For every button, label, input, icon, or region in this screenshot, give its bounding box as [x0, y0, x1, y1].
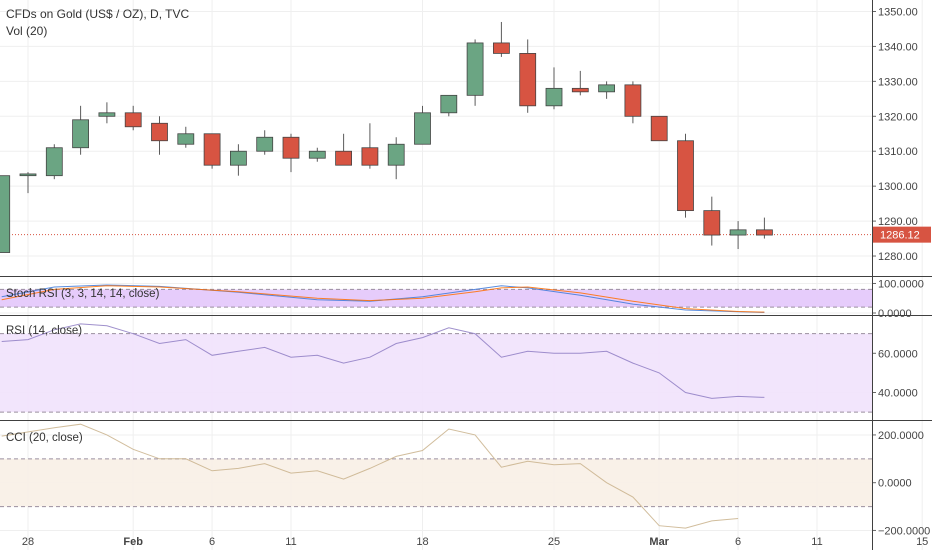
y-tick-label: 40.0000: [878, 388, 918, 400]
stoch-rsi-label: Stoch RSI (3, 3, 14, 14, close): [6, 288, 160, 300]
rsi-label: RSI (14, close): [6, 325, 82, 337]
candle-down: [361, 147, 379, 166]
candle-up: [72, 119, 89, 149]
candle-down: [624, 84, 642, 117]
candle-down: [335, 150, 353, 166]
candle-up: [45, 147, 63, 177]
y-tick-label: 1350.00: [878, 6, 918, 18]
x-tick-label: 25: [548, 536, 560, 548]
volume-label: Vol (20): [6, 24, 47, 38]
indicator-lines-layer: [0, 234, 872, 529]
candle-up: [414, 112, 431, 145]
indicator-line: [1, 323, 765, 399]
candle-down: [124, 112, 142, 128]
y-tick-label: 100.0000: [878, 278, 924, 290]
y-tick-label: 1300.00: [878, 181, 918, 193]
candle-up: [98, 112, 116, 117]
x-tick-label: 28: [22, 536, 34, 548]
y-tick-label: 0.0000: [878, 308, 912, 320]
candle-up: [308, 150, 326, 159]
x-tick-label: 6: [209, 536, 215, 548]
indicator-band: [0, 289, 872, 308]
candle-down: [203, 133, 221, 166]
candle-up: [466, 42, 484, 96]
x-tick-label: 6: [735, 536, 741, 548]
candle-down: [703, 210, 721, 236]
candle-up: [545, 87, 563, 107]
candle-up: [229, 150, 247, 166]
pane-fills-layer: [0, 288, 872, 508]
candles-layer: [0, 21, 773, 253]
y-tick-label: −200.0000: [878, 525, 930, 537]
y-tick-label: 1290.00: [878, 216, 918, 228]
indicator-line: [1, 285, 765, 313]
candle-up: [0, 175, 11, 253]
indicator-line: [1, 423, 739, 529]
candle-up: [598, 84, 615, 93]
y-tick-label: 200.0000: [878, 430, 924, 442]
x-tick-label: 18: [416, 536, 428, 548]
y-tick-label: 1330.00: [878, 76, 918, 88]
y-tick-label: 1340.00: [878, 41, 918, 53]
chart-title: CFDs on Gold (US$ / OZ), D, TVC: [6, 7, 189, 21]
candle-up: [440, 94, 458, 114]
candle-up: [177, 133, 195, 145]
x-tick-label: 15: [916, 536, 928, 548]
x-tick-label: 11: [811, 536, 822, 548]
y-tick-label: 1280.00: [878, 251, 918, 263]
candle-up: [729, 229, 747, 236]
candle-down: [151, 122, 168, 142]
indicator-band: [0, 333, 872, 413]
candle-down: [650, 115, 668, 142]
candle-down: [571, 87, 589, 93]
y-tick-label: 1320.00: [878, 111, 918, 123]
indicator-band: [0, 458, 872, 507]
candle-down: [677, 140, 694, 212]
y-tick-label: 60.0000: [878, 348, 918, 360]
candle-up: [19, 173, 37, 177]
candle-up: [256, 136, 274, 152]
last-price-badge: [873, 226, 931, 243]
x-tick-label: Feb: [123, 536, 143, 548]
candle-down: [492, 42, 510, 54]
y-tick-label: 1310.00: [878, 146, 918, 158]
indicator-line: [1, 284, 765, 313]
x-tick-label: Mar: [649, 536, 669, 548]
candle-down: [282, 136, 300, 159]
candle-up: [387, 143, 405, 166]
y-tick-label: 0.0000: [878, 478, 912, 490]
candle-down: [756, 229, 773, 236]
candle-down: [519, 53, 537, 107]
cci-label: CCI (20, close): [6, 432, 83, 444]
x-tick-label: 11: [285, 536, 296, 548]
last-price-label: 1286.12: [880, 230, 920, 242]
